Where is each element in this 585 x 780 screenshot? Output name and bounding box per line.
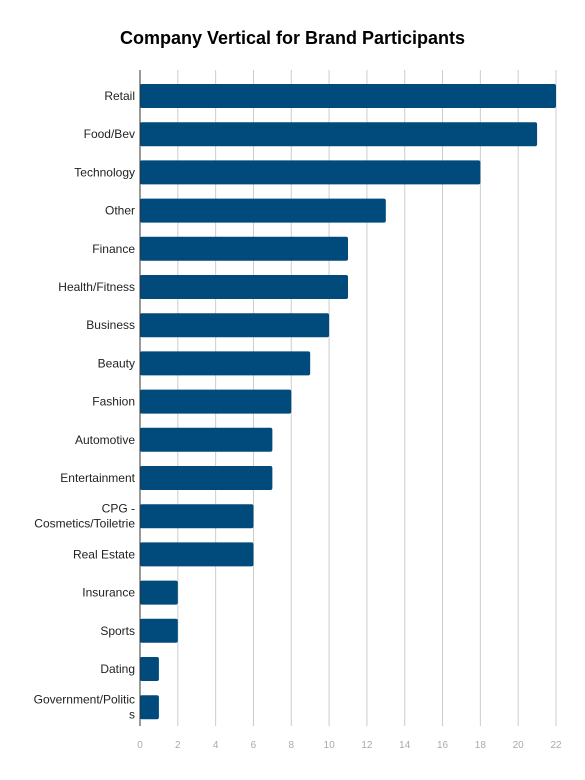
category-label: Government/Politic s [34, 693, 135, 722]
bar [140, 389, 292, 414]
bar [140, 275, 348, 299]
bar [140, 198, 386, 223]
x-tick-label: 0 [137, 740, 143, 751]
category-label: Other [105, 204, 135, 218]
x-tick-label: 12 [361, 740, 373, 751]
bar [140, 313, 330, 338]
category-label: Finance [92, 242, 135, 256]
category-label: Entertainment [60, 471, 135, 485]
bar [140, 466, 273, 490]
x-tick-label: 10 [324, 740, 336, 751]
bar [140, 427, 273, 452]
category-label: Real Estate [73, 547, 135, 561]
category-label: Technology [74, 165, 135, 179]
x-tick-label: 20 [513, 740, 525, 751]
bar [140, 695, 159, 720]
category-label: Business [86, 318, 135, 332]
x-tick-label: 14 [399, 740, 411, 751]
x-tick-label: 2 [175, 740, 181, 751]
bar [140, 122, 538, 147]
bars [140, 84, 556, 720]
bar [140, 236, 348, 261]
category-labels: Retail Food/Bev Technology Other Finance Heal… [34, 89, 136, 722]
category-label: Insurance [82, 586, 135, 600]
x-tick-label: 8 [288, 740, 294, 751]
category-label: Beauty [98, 356, 135, 370]
x-tick-label: 22 [550, 740, 562, 751]
x-tick-label: 6 [251, 740, 257, 751]
x-tick-label: 16 [437, 740, 449, 751]
category-label: Automotive [75, 433, 135, 447]
bar [140, 580, 178, 605]
bar [140, 160, 481, 185]
category-label: Dating [100, 662, 135, 676]
category-label: Fashion [92, 395, 135, 409]
category-label: Sports [100, 624, 135, 638]
tick-labels: 0 2 4 6 8 10 12 14 16 18 20 22 [137, 740, 562, 751]
chart-title: Company Vertical for Brand Participants [119, 28, 466, 48]
category-label: Retail [104, 89, 135, 103]
category-label: CPG -Cosmetics/Toiletrie [34, 502, 135, 531]
bar [140, 657, 159, 681]
bar [140, 351, 311, 376]
bar [140, 84, 556, 108]
bar [140, 542, 254, 567]
category-label: Food/Bev [84, 127, 135, 141]
category-label: Health/Fitness [58, 280, 135, 294]
bar [140, 504, 254, 529]
x-tick-label: 4 [213, 740, 219, 751]
bar [140, 618, 178, 643]
x-tick-label: 18 [475, 740, 487, 751]
